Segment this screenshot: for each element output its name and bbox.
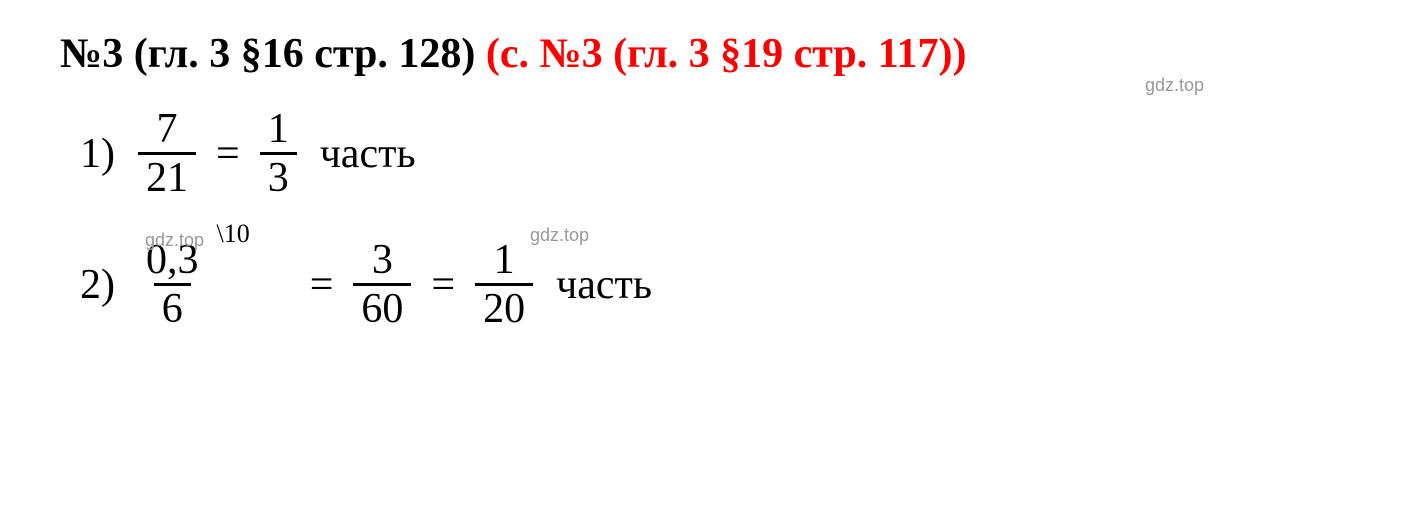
title-red-part: (с. №3 (гл. 3 §19 стр. 117)) [486, 31, 967, 77]
eq2-frac2-numerator: 3 [364, 239, 401, 283]
equation-1: 1) 7 21 = 1 3 часть [80, 108, 1354, 199]
eq2-number: 2) [80, 261, 115, 309]
watermark-top-right: gdz.top [1145, 75, 1204, 96]
eq1-frac1-numerator: 7 [149, 108, 186, 152]
eq1-word: часть [320, 130, 416, 178]
equals-sign: = [216, 130, 240, 178]
eq1-frac2-denominator: 3 [260, 152, 297, 199]
eq1-frac2-numerator: 1 [260, 108, 297, 152]
eq1-number: 1) [80, 130, 115, 178]
equation-2: 2) 0,3 6 \10 = 3 60 = 1 20 часть [80, 239, 1354, 330]
equals-sign: = [310, 261, 334, 309]
eq2-superscript: \10 [217, 219, 250, 249]
equals-sign: = [431, 261, 455, 309]
eq2-frac3-denominator: 20 [475, 283, 533, 330]
eq2-frac1-denominator: 6 [154, 283, 191, 330]
eq1-frac1-denominator: 21 [138, 152, 196, 199]
eq2-fraction-1: 0,3 6 [138, 239, 207, 330]
eq1-fraction-2: 1 3 [260, 108, 297, 199]
eq2-fraction-1-wrapper: 0,3 6 \10 [130, 239, 248, 330]
eq2-word: часть [556, 261, 652, 309]
eq2-frac3-numerator: 1 [486, 239, 523, 283]
eq2-fraction-3: 1 20 [475, 239, 533, 330]
eq2-frac2-denominator: 60 [353, 283, 411, 330]
eq2-fraction-2: 3 60 [353, 239, 411, 330]
page-title: №3 (гл. 3 §16 стр. 128) (с. №3 (гл. 3 §1… [60, 30, 1354, 78]
watermark-middle: gdz.top [530, 225, 589, 246]
eq1-fraction-1: 7 21 [138, 108, 196, 199]
title-black-part: №3 (гл. 3 §16 стр. 128) [60, 31, 475, 77]
watermark-left: gdz.top [145, 230, 204, 251]
